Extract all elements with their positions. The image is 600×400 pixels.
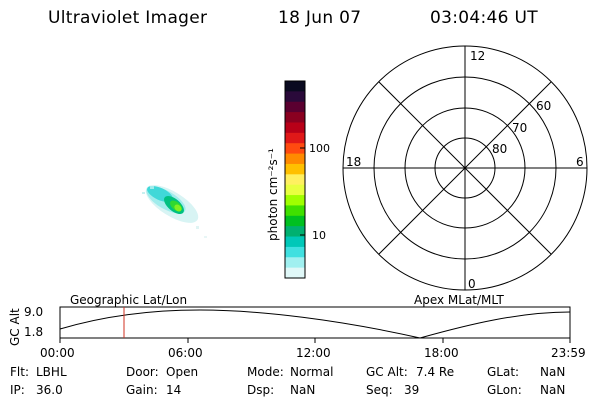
dsp-label: Dsp:: [247, 383, 275, 397]
colorbar-segment: [285, 246, 305, 258]
ip-value: 36.0: [36, 383, 63, 397]
colorbar-segment: [285, 205, 305, 217]
mlt-12-label: 12: [470, 49, 485, 63]
flt-value: LBHL: [36, 365, 67, 379]
colorbar-segment: [285, 163, 305, 175]
colorbar-segment: [285, 143, 305, 155]
lat-60-label: 60: [536, 99, 551, 113]
colorbar-segment: [285, 81, 305, 92]
colorbar-segment: [285, 91, 305, 103]
colorbar-segment: [285, 132, 305, 144]
instrument-title: Ultraviolet Imager: [48, 8, 208, 28]
mode-value: Normal: [290, 365, 334, 379]
glon-value: NaN: [540, 383, 566, 397]
glat-value: NaN: [540, 365, 566, 379]
x-tick-0000: 00:00: [40, 346, 75, 360]
colorbar-segment: [285, 257, 305, 269]
colorbar-segment: [285, 226, 305, 238]
time-label: 03:04:46 UT: [430, 8, 538, 28]
mlt-18-label: 18: [346, 155, 361, 169]
x-tick-1800: 18:00: [424, 346, 459, 360]
door-value: Open: [166, 365, 199, 379]
gain-label: Gain:: [126, 383, 158, 397]
seq-label: Seq:: [366, 383, 393, 397]
x-tick-2359: 23:59: [551, 346, 586, 360]
aurora-emission: [142, 185, 207, 238]
glon-label: GLon:: [487, 383, 522, 397]
date-label: 18 Jun 07: [278, 8, 362, 28]
timeline-left-title: Geographic Lat/Lon: [70, 293, 188, 307]
dsp-value: NaN: [290, 383, 316, 397]
gcalt-value: 7.4 Re: [416, 365, 455, 379]
timeline-y-label: GC Alt: [8, 308, 22, 346]
mlt-6-label: 6: [576, 155, 584, 169]
glat-label: GLat:: [487, 365, 520, 379]
mlt-0-label: 0: [468, 277, 476, 291]
door-label: Door:: [126, 365, 159, 379]
colorbar-segment: [285, 236, 305, 248]
colorbar-segment: [285, 215, 305, 227]
timeline-y-top: 9.0: [24, 305, 43, 319]
colorbar-segment: [285, 267, 305, 279]
gain-value: 14: [166, 383, 182, 397]
timeline-right-title: Apex MLat/MLT: [414, 293, 504, 307]
colorbar-segment: [285, 122, 305, 134]
x-tick-1200: 12:00: [296, 346, 331, 360]
colorbar-unit-label: photon cm⁻²s⁻¹: [266, 148, 280, 241]
colorbar: 100 10 photon cm⁻²s⁻¹: [266, 80, 330, 279]
colorbar-tick-10: 10: [312, 229, 326, 242]
lat-80-label: 80: [492, 142, 507, 156]
colorbar-segment: [285, 112, 305, 124]
x-tick-0600: 06:00: [168, 346, 203, 360]
ip-label: IP:: [10, 383, 25, 397]
mode-label: Mode:: [247, 365, 284, 379]
gcalt-label: GC Alt:: [366, 365, 408, 379]
polar-grid: 12 18 6 0 60 70 80: [342, 45, 588, 291]
timeline-y-bottom: 1.8: [24, 325, 43, 339]
colorbar-segment: [285, 195, 305, 207]
colorbar-segment: [285, 184, 305, 196]
lat-70-label: 70: [512, 121, 527, 135]
colorbar-segment: [285, 174, 305, 186]
colorbar-segment: [285, 153, 305, 165]
flt-label: Flt:: [10, 365, 29, 379]
seq-value: 39: [404, 383, 420, 397]
colorbar-tick-100: 100: [309, 142, 330, 155]
timeline-plot: 9.0 1.8 GC Alt: [8, 305, 571, 346]
colorbar-segment: [285, 101, 305, 113]
